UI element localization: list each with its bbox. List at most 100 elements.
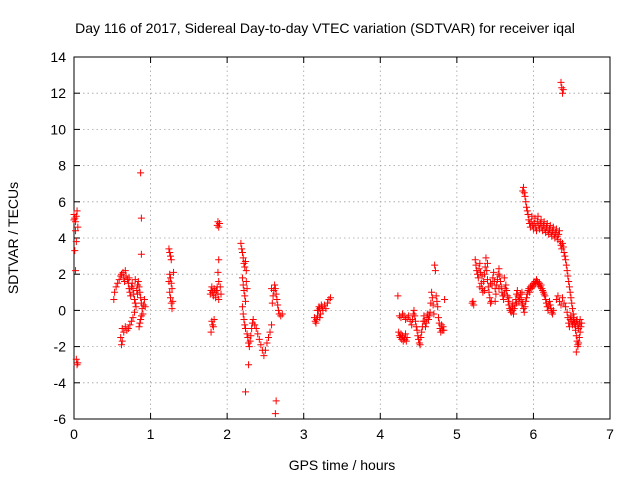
data-point xyxy=(115,276,123,284)
data-point xyxy=(316,314,324,322)
data-point xyxy=(549,227,557,235)
data-point xyxy=(239,310,247,318)
data-point xyxy=(272,290,280,298)
data-point xyxy=(483,259,491,267)
data-point xyxy=(560,299,568,307)
data-point xyxy=(212,286,220,294)
data-point xyxy=(475,265,483,273)
data-point xyxy=(260,352,268,360)
data-point xyxy=(493,276,501,284)
data-point xyxy=(494,270,502,278)
y-tick-label: 0 xyxy=(58,302,66,318)
y-tick-label: 8 xyxy=(58,158,66,174)
data-point xyxy=(249,315,257,323)
data-point xyxy=(239,281,247,289)
data-point xyxy=(474,274,482,282)
data-point xyxy=(519,299,527,307)
data-point xyxy=(572,332,580,340)
data-point xyxy=(533,218,541,226)
data-point xyxy=(430,310,438,318)
data-point xyxy=(523,207,531,215)
data-point xyxy=(72,227,80,235)
x-tick-label: 6 xyxy=(530,426,538,442)
data-point xyxy=(565,319,573,327)
data-point xyxy=(73,207,81,215)
data-point xyxy=(125,274,133,282)
data-point xyxy=(122,272,130,280)
data-point xyxy=(141,303,149,311)
data-point xyxy=(543,303,551,311)
data-point xyxy=(140,296,148,304)
data-point xyxy=(217,290,225,298)
data-point xyxy=(565,277,573,285)
data-point xyxy=(490,268,498,276)
data-point xyxy=(209,321,217,329)
data-point xyxy=(238,245,246,253)
data-point xyxy=(215,220,223,228)
data-point xyxy=(130,308,138,316)
data-point xyxy=(568,305,576,313)
data-point xyxy=(576,315,584,323)
data-point xyxy=(167,256,175,264)
data-point xyxy=(437,328,445,336)
data-point xyxy=(137,169,145,177)
data-point xyxy=(120,328,128,336)
y-tick-label: 10 xyxy=(50,121,66,137)
data-point xyxy=(312,319,320,327)
data-point xyxy=(123,326,131,334)
data-point xyxy=(425,315,433,323)
data-point xyxy=(240,286,248,294)
data-point xyxy=(495,285,503,293)
data-point xyxy=(72,267,80,275)
data-point xyxy=(131,299,139,307)
data-point xyxy=(410,306,418,314)
data-point xyxy=(555,230,563,238)
data-point xyxy=(412,323,420,331)
data-point xyxy=(138,305,146,313)
data-point xyxy=(575,319,583,327)
data-point xyxy=(557,301,565,309)
data-point xyxy=(509,306,517,314)
data-point xyxy=(137,214,145,222)
data-point xyxy=(532,223,540,231)
data-point xyxy=(240,259,248,267)
data-point xyxy=(519,183,527,191)
data-point xyxy=(238,303,246,311)
data-point xyxy=(211,288,219,296)
data-point xyxy=(440,326,448,334)
data-point xyxy=(483,276,491,284)
data-point xyxy=(479,288,487,296)
data-point xyxy=(238,274,246,282)
data-point xyxy=(215,277,223,285)
data-point xyxy=(402,337,410,345)
data-point xyxy=(546,225,554,233)
data-point xyxy=(322,305,330,313)
data-point xyxy=(242,388,250,396)
data-point xyxy=(136,319,144,327)
data-point xyxy=(166,294,174,302)
data-point xyxy=(239,254,247,262)
data-point xyxy=(137,250,145,258)
data-point xyxy=(71,214,79,222)
data-point xyxy=(207,328,215,336)
y-tick-label: 6 xyxy=(58,194,66,210)
data-point xyxy=(471,256,479,264)
data-point xyxy=(468,299,476,307)
data-point xyxy=(540,290,548,298)
data-point xyxy=(269,292,277,300)
chart-title: Day 116 of 2017, Sidereal Day-to-day VTE… xyxy=(75,20,575,36)
data-point xyxy=(568,299,576,307)
data-point xyxy=(166,248,174,256)
data-point xyxy=(214,268,222,276)
data-point xyxy=(474,270,482,278)
data-point xyxy=(402,330,410,338)
data-point xyxy=(570,314,578,322)
data-point xyxy=(242,267,250,275)
data-point xyxy=(139,310,147,318)
data-point xyxy=(110,296,118,304)
data-point xyxy=(134,281,142,289)
data-point xyxy=(268,321,276,329)
data-point xyxy=(72,212,80,220)
data-point xyxy=(327,294,335,302)
